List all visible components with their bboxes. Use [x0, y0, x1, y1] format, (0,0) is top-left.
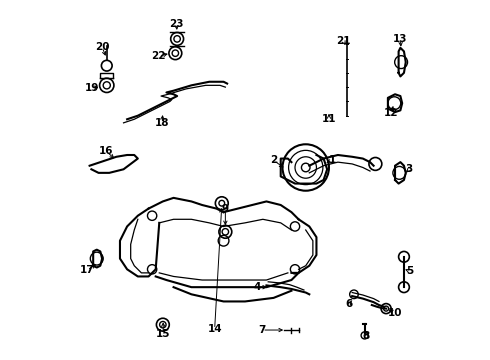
Text: 3: 3	[406, 164, 413, 174]
Text: 11: 11	[322, 113, 336, 123]
Text: 5: 5	[406, 266, 413, 276]
Text: 22: 22	[151, 51, 166, 61]
Text: 14: 14	[207, 324, 222, 334]
Text: 12: 12	[384, 108, 398, 118]
Text: 23: 23	[169, 18, 184, 28]
Text: 19: 19	[85, 83, 99, 93]
Text: 18: 18	[155, 118, 170, 128]
Text: 20: 20	[95, 42, 109, 52]
Text: 10: 10	[388, 308, 402, 318]
Text: 7: 7	[258, 325, 266, 335]
Text: 15: 15	[156, 329, 171, 339]
Text: 1: 1	[329, 156, 336, 165]
Text: 4: 4	[254, 282, 261, 292]
Text: 9: 9	[222, 203, 229, 213]
Text: 2: 2	[270, 156, 277, 165]
Text: 16: 16	[99, 147, 114, 157]
Text: 21: 21	[336, 36, 350, 46]
Text: 13: 13	[393, 34, 408, 44]
Text: 6: 6	[345, 299, 352, 309]
Text: 17: 17	[80, 265, 95, 275]
Text: 8: 8	[362, 331, 369, 341]
